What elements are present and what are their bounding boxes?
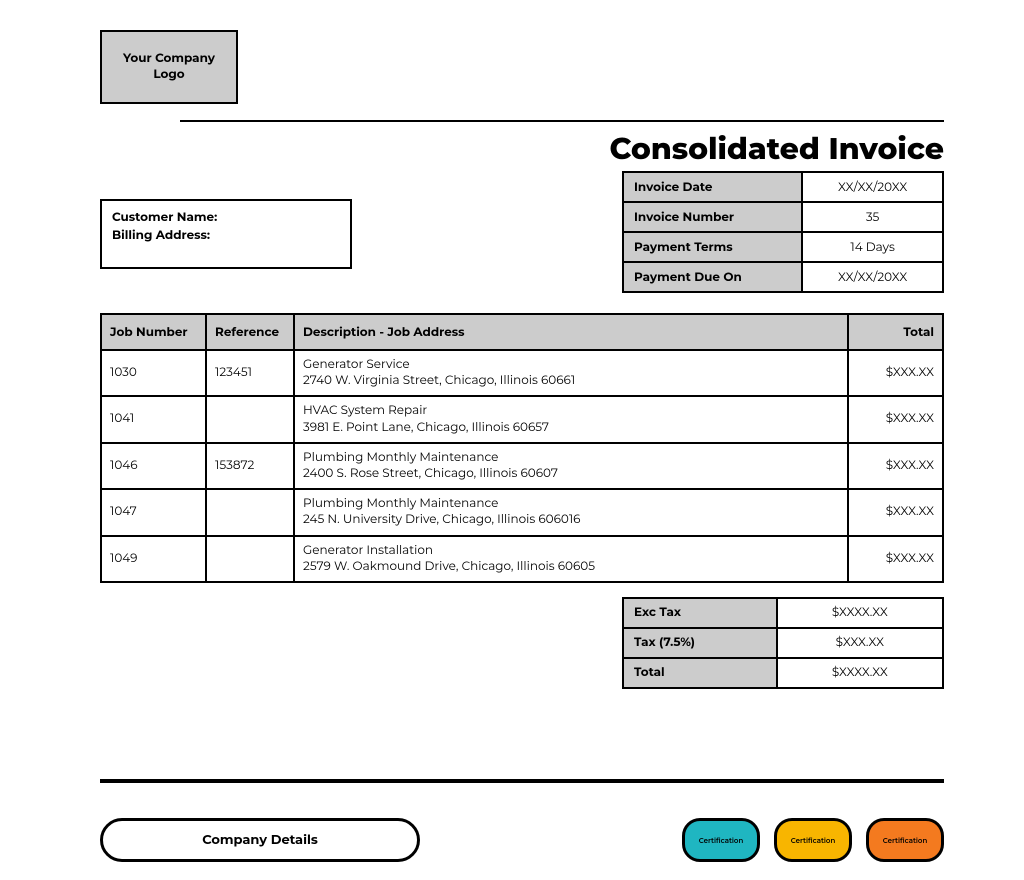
jobs-header-job: Job Number: [101, 314, 206, 350]
meta-row: Invoice Number 35: [623, 202, 943, 232]
totals-value: $XXX.XX: [777, 628, 943, 658]
table-row: 1046 153872 Plumbing Monthly Maintenance…: [101, 443, 943, 489]
job-desc: Plumbing Monthly Maintenance2400 S. Rose…: [294, 443, 848, 489]
meta-row: Payment Due On XX/XX/20XX: [623, 262, 943, 292]
certification-label: Certification: [791, 836, 836, 845]
job-number: 1041: [101, 396, 206, 442]
job-ref: [206, 536, 294, 582]
meta-value: 35: [802, 202, 943, 232]
certification-label: Certification: [699, 836, 744, 845]
certification-group: Certification Certification Certificatio…: [682, 818, 944, 862]
meta-value: XX/XX/20XX: [802, 262, 943, 292]
job-number: 1047: [101, 489, 206, 535]
job-desc: Generator Installation2579 W. Oakmound D…: [294, 536, 848, 582]
divider-top: [180, 120, 944, 122]
job-desc: Generator Service2740 W. Virginia Street…: [294, 350, 848, 396]
job-total: $XXX.XX: [848, 536, 943, 582]
company-logo-text: Your CompanyLogo: [123, 51, 215, 82]
job-ref: [206, 489, 294, 535]
jobs-table: Job Number Reference Description - Job A…: [100, 313, 944, 583]
totals-value: $XXXX.XX: [777, 598, 943, 628]
certification-badge: Certification: [866, 818, 944, 862]
billing-address-label: Billing Address:: [112, 227, 340, 245]
job-number: 1046: [101, 443, 206, 489]
certification-label: Certification: [883, 836, 928, 845]
table-row: 1030 123451 Generator Service2740 W. Vir…: [101, 350, 943, 396]
meta-label: Payment Due On: [623, 262, 802, 292]
totals-label: Total: [623, 658, 777, 688]
totals-row: Total $XXXX.XX: [623, 658, 943, 688]
meta-label: Payment Terms: [623, 232, 802, 262]
totals-label: Tax (7.5%): [623, 628, 777, 658]
jobs-header-ref: Reference: [206, 314, 294, 350]
table-row: 1041 HVAC System Repair3981 E. Point Lan…: [101, 396, 943, 442]
certification-badge: Certification: [682, 818, 760, 862]
job-ref: [206, 396, 294, 442]
job-total: $XXX.XX: [848, 350, 943, 396]
job-ref: 123451: [206, 350, 294, 396]
meta-row: Invoice Date XX/XX/20XX: [623, 172, 943, 202]
meta-value: XX/XX/20XX: [802, 172, 943, 202]
totals-value: $XXXX.XX: [777, 658, 943, 688]
job-desc: HVAC System Repair3981 E. Point Lane, Ch…: [294, 396, 848, 442]
job-number: 1030: [101, 350, 206, 396]
company-details-pill: Company Details: [100, 818, 420, 862]
jobs-header-desc: Description - Job Address: [294, 314, 848, 350]
certification-badge: Certification: [774, 818, 852, 862]
company-logo-box: Your CompanyLogo: [100, 30, 238, 104]
table-row: 1049 Generator Installation2579 W. Oakmo…: [101, 536, 943, 582]
meta-label: Invoice Number: [623, 202, 802, 232]
totals-label: Exc Tax: [623, 598, 777, 628]
job-total: $XXX.XX: [848, 443, 943, 489]
meta-row: Payment Terms 14 Days: [623, 232, 943, 262]
totals-row: Exc Tax $XXXX.XX: [623, 598, 943, 628]
meta-value: 14 Days: [802, 232, 943, 262]
job-desc: Plumbing Monthly Maintenance245 N. Unive…: [294, 489, 848, 535]
job-total: $XXX.XX: [848, 396, 943, 442]
totals-table: Exc Tax $XXXX.XX Tax (7.5%) $XXX.XX Tota…: [622, 597, 944, 689]
table-row: 1047 Plumbing Monthly Maintenance245 N. …: [101, 489, 943, 535]
invoice-meta-table: Invoice Date XX/XX/20XX Invoice Number 3…: [622, 171, 944, 293]
job-number: 1049: [101, 536, 206, 582]
job-ref: 153872: [206, 443, 294, 489]
job-total: $XXX.XX: [848, 489, 943, 535]
customer-name-label: Customer Name:: [112, 209, 340, 227]
meta-label: Invoice Date: [623, 172, 802, 202]
jobs-header-total: Total: [848, 314, 943, 350]
company-details-label: Company Details: [202, 832, 318, 848]
page-title: Consolidated Invoice: [100, 130, 944, 167]
divider-bottom: [100, 779, 944, 783]
totals-row: Tax (7.5%) $XXX.XX: [623, 628, 943, 658]
customer-box: Customer Name: Billing Address:: [100, 199, 352, 269]
